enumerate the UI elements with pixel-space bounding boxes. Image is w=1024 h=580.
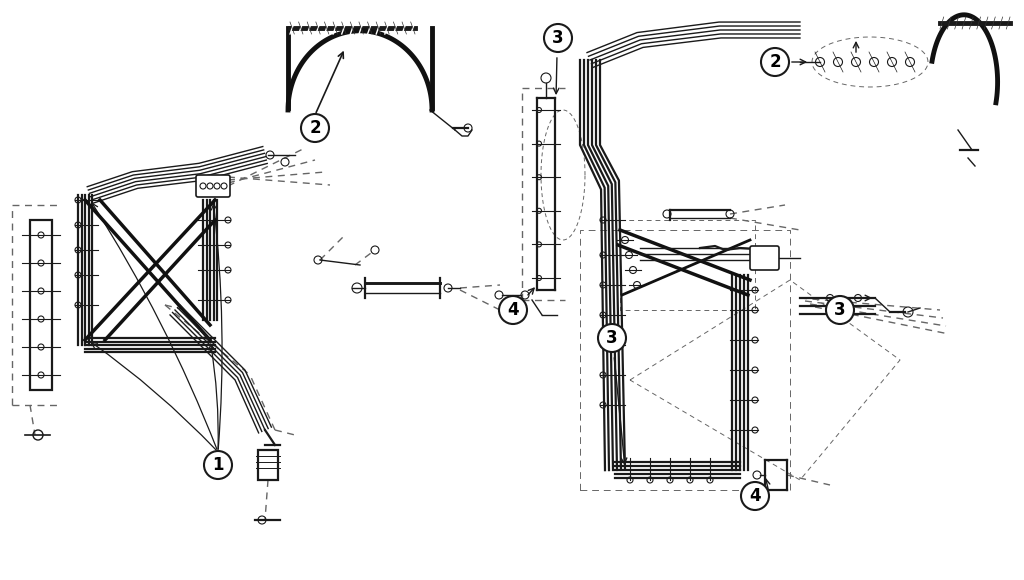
- Circle shape: [598, 324, 626, 352]
- Text: 3: 3: [606, 329, 617, 347]
- Circle shape: [499, 296, 527, 324]
- Circle shape: [761, 48, 790, 76]
- Text: 4: 4: [507, 301, 519, 319]
- Circle shape: [204, 451, 232, 479]
- Text: 2: 2: [769, 53, 781, 71]
- Text: 1: 1: [212, 456, 224, 474]
- Bar: [30, 220, 52, 390]
- Text: 3: 3: [835, 301, 846, 319]
- Circle shape: [301, 114, 329, 142]
- Circle shape: [741, 482, 769, 510]
- Circle shape: [544, 24, 572, 52]
- FancyBboxPatch shape: [196, 175, 230, 197]
- Text: 3: 3: [552, 29, 564, 47]
- Circle shape: [826, 296, 854, 324]
- Text: 2: 2: [309, 119, 321, 137]
- FancyBboxPatch shape: [750, 246, 779, 270]
- Bar: [258, 450, 278, 480]
- Text: 4: 4: [750, 487, 761, 505]
